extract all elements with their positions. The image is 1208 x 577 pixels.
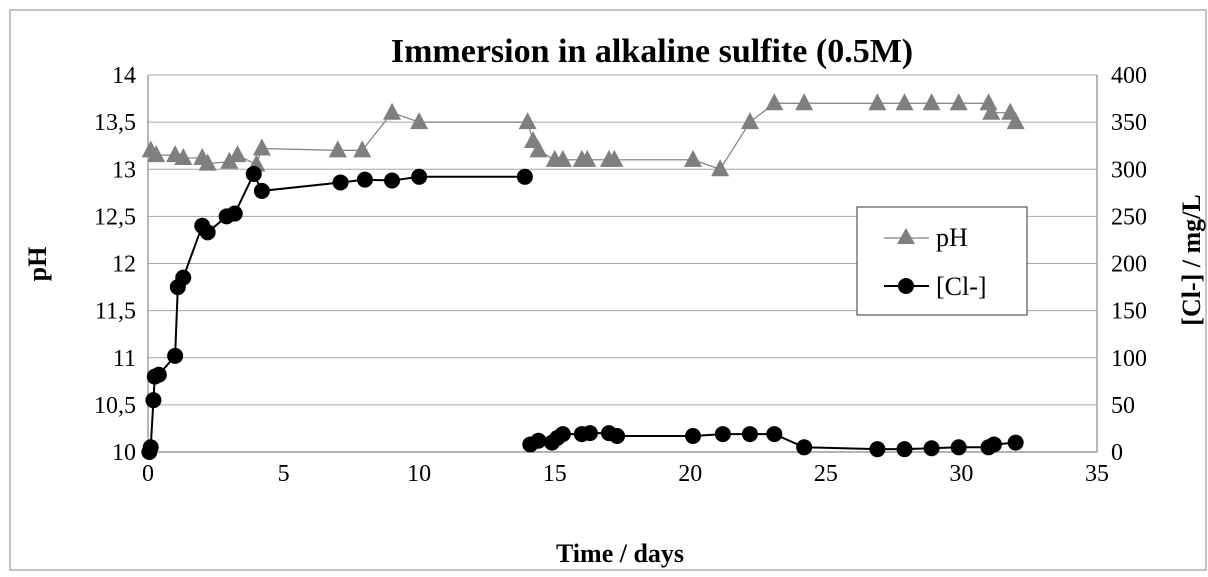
data-point-ph — [895, 93, 914, 111]
data-point-ph — [711, 159, 730, 177]
data-point-ph — [383, 102, 402, 120]
data-point-ph — [740, 112, 759, 130]
tick-labels: 1010,51111,51212,51313,51405010015020025… — [94, 63, 1147, 487]
legend-ph-label: pH — [936, 223, 968, 252]
y-tick-label: 12,5 — [94, 204, 136, 230]
data-point-chloride — [985, 436, 1002, 453]
data-point-ph — [198, 153, 217, 171]
data-point-ph — [518, 112, 537, 130]
y2-tick-label: 250 — [1111, 204, 1147, 230]
data-point-ph — [147, 145, 166, 163]
data-point-chloride — [145, 392, 162, 409]
chart-title: Immersion in alkaline sulfite (0.5M) — [391, 33, 913, 70]
x-axis-title: Time / days — [556, 539, 684, 568]
data-point-chloride — [923, 440, 940, 457]
data-point-chloride — [175, 269, 192, 286]
y2-tick-label: 50 — [1111, 393, 1135, 419]
y-tick-label: 13,5 — [94, 110, 136, 136]
y-axis-title: pH — [23, 247, 52, 282]
data-point-chloride — [796, 439, 813, 456]
data-point-ph — [683, 149, 702, 167]
y-tick-label: 14 — [112, 63, 136, 89]
y2-tick-label: 100 — [1111, 346, 1147, 372]
legend-ph-marker — [897, 228, 915, 244]
data-point-chloride — [245, 165, 262, 182]
data-point-ph — [353, 140, 372, 158]
data-point-ph — [979, 93, 998, 111]
data-point-ph — [949, 93, 968, 111]
series — [141, 93, 1025, 460]
legend: pH [Cl-] — [856, 206, 1028, 316]
y2-tick-label: 0 — [1111, 440, 1123, 466]
x-tick-label: 35 — [1085, 461, 1109, 487]
data-point-chloride — [581, 425, 598, 442]
data-point-ph — [410, 112, 429, 130]
data-point-ph — [868, 93, 887, 111]
data-point-chloride — [714, 426, 731, 443]
data-point-chloride — [384, 172, 401, 189]
data-point-chloride — [741, 426, 758, 443]
data-point-ph — [982, 102, 1001, 120]
data-point-chloride — [554, 426, 571, 443]
data-point-ph — [922, 93, 941, 111]
x-tick-label: 0 — [142, 461, 154, 487]
data-point-chloride — [530, 432, 547, 449]
data-point-chloride — [142, 439, 159, 456]
data-point-ph — [765, 93, 784, 111]
data-point-chloride — [950, 439, 967, 456]
data-point-chloride — [253, 182, 270, 199]
x-tick-label: 20 — [678, 461, 702, 487]
data-point-ph — [578, 149, 597, 167]
legend-cl-label: [Cl-] — [936, 272, 987, 301]
data-point-chloride — [167, 347, 184, 364]
x-tick-label: 15 — [543, 461, 567, 487]
y2-tick-label: 150 — [1111, 299, 1147, 325]
data-point-ph — [529, 140, 548, 158]
y2-tick-label: 400 — [1111, 63, 1147, 89]
y-tick-label: 11,5 — [95, 299, 136, 325]
y-tick-label: 10 — [112, 440, 136, 466]
gridlines — [148, 74, 1097, 406]
data-point-ph — [252, 138, 271, 156]
y2-tick-label: 200 — [1111, 252, 1147, 278]
data-point-chloride — [609, 427, 626, 444]
y2-tick-label: 350 — [1111, 110, 1147, 136]
x-tick-label: 10 — [407, 461, 431, 487]
data-point-ph — [553, 149, 572, 167]
data-point-chloride — [332, 174, 349, 191]
y-tick-label: 13 — [112, 157, 136, 183]
y-tick-label: 12 — [112, 252, 136, 278]
data-point-chloride — [869, 441, 886, 458]
data-point-chloride — [199, 224, 216, 241]
y-tick-label: 10,5 — [94, 393, 136, 419]
data-point-ph — [328, 140, 347, 158]
data-point-chloride — [684, 427, 701, 444]
data-point-chloride — [150, 366, 167, 383]
data-point-chloride — [356, 171, 373, 188]
y-tick-label: 11 — [113, 346, 136, 372]
data-point-chloride — [411, 168, 428, 185]
data-point-chloride — [226, 205, 243, 222]
data-point-ph — [228, 145, 247, 163]
data-point-ph — [605, 149, 624, 167]
legend-box — [856, 206, 1028, 316]
data-point-ph — [795, 93, 814, 111]
data-point-chloride — [766, 426, 783, 443]
data-point-chloride — [1007, 434, 1024, 451]
data-point-ph — [1006, 112, 1025, 130]
x-tick-label: 30 — [949, 461, 973, 487]
x-tick-label: 5 — [278, 461, 290, 487]
data-point-chloride — [516, 168, 533, 185]
y2-tick-label: 300 — [1111, 157, 1147, 183]
data-point-chloride — [896, 441, 913, 458]
data-point-ph — [174, 147, 193, 165]
y2-axis-title: [Cl-] / mg/L — [1177, 194, 1206, 325]
data-point-ph — [220, 151, 239, 169]
x-tick-label: 25 — [814, 461, 838, 487]
legend-cl-marker — [898, 278, 914, 294]
